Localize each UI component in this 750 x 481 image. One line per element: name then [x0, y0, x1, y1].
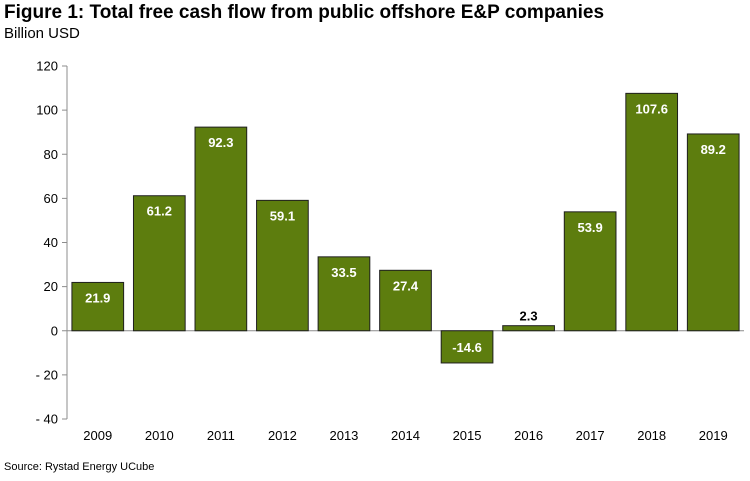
data-label: 33.5 — [331, 265, 356, 280]
x-tick-label: 2012 — [268, 428, 297, 443]
bar-2017 — [563, 211, 617, 332]
x-tick-label: 2017 — [576, 428, 605, 443]
bar-2013 — [317, 256, 371, 332]
y-tick-label: - 40 — [36, 412, 58, 427]
x-axis: 2009 2010 2011 2012 2013 2014 2015 2016 2017 2018… — [67, 330, 744, 443]
x-tick-label: 2019 — [699, 428, 728, 443]
source-note: Source: Rystad Energy UCube — [4, 461, 155, 473]
data-label: 59.1 — [270, 208, 295, 223]
bar-2018 — [625, 92, 679, 332]
data-label: 107.6 — [635, 101, 668, 116]
data-label: 89.2 — [701, 142, 726, 157]
data-label: 27.4 — [393, 278, 419, 293]
y-tick-label: 120 — [36, 59, 58, 74]
y-tick-label: 100 — [36, 103, 58, 118]
x-tick-label: 2009 — [83, 428, 112, 443]
chart-title: Figure 1: Total free cash flow from publ… — [4, 2, 605, 23]
y-tick-label: - 20 — [36, 367, 58, 382]
x-tick-label: 2018 — [637, 428, 666, 443]
x-tick-label: 2014 — [391, 428, 420, 443]
bar-2011 — [194, 126, 248, 332]
y-tick-label: 0 — [51, 323, 58, 338]
x-tick-label: 2010 — [145, 428, 174, 443]
data-label: 92.3 — [208, 135, 233, 150]
x-tick-label: 2015 — [453, 428, 482, 443]
data-label: 53.9 — [577, 220, 602, 235]
y-tick-label: 80 — [44, 147, 58, 162]
data-labels: 21.9 61.2 92.3 59.1 33.5 27.4 -14.6 2.3 53.9 107.… — [85, 101, 726, 354]
bar-2015 — [440, 330, 494, 364]
y-tick-label: 40 — [44, 235, 58, 250]
bar-2016 — [502, 325, 555, 332]
bar-2019 — [686, 133, 740, 332]
y-tick-label: 20 — [44, 279, 58, 294]
bar-2009 — [71, 281, 125, 332]
data-label: 21.9 — [85, 290, 110, 305]
bar-2014 — [379, 269, 432, 332]
x-tick-label: 2013 — [329, 428, 358, 443]
y-axis: 120 100 80 60 40 20 0 - 20 - 40 — [36, 59, 68, 427]
x-tick-label: 2011 — [207, 428, 235, 443]
bar-2012 — [256, 199, 309, 332]
chart-subtitle: Billion USD — [4, 25, 80, 42]
bar-2010 — [132, 195, 186, 332]
data-label: 2.3 — [520, 309, 538, 324]
data-label: -14.6 — [452, 340, 482, 355]
bars — [71, 92, 740, 364]
y-tick-label: 60 — [44, 191, 58, 206]
data-label: 61.2 — [147, 204, 172, 219]
x-tick-label: 2016 — [514, 428, 543, 443]
